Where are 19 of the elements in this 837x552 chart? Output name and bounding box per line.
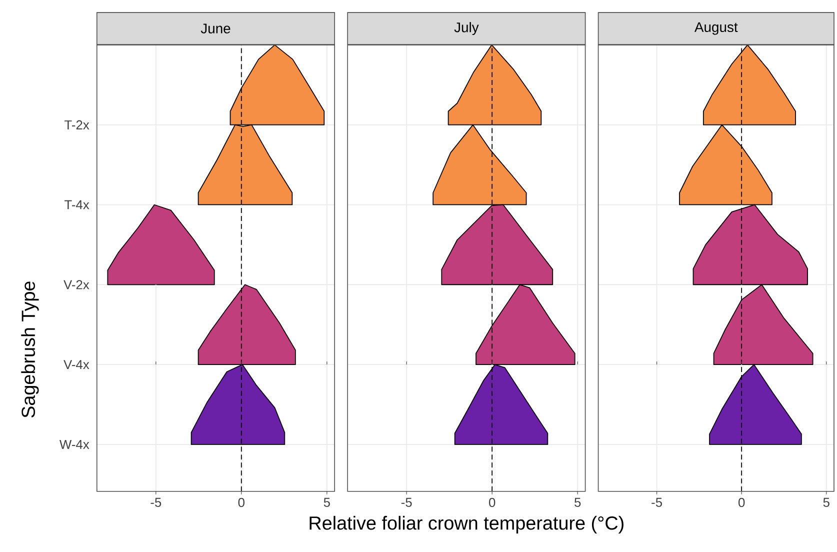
x-tick-label: -5 [150,498,162,507]
x-tick-label: 0 [738,498,745,507]
y-axis-title: T-4x [64,200,90,210]
y-axis-title: V-4x [64,360,90,369]
text: Sagebrush Type [21,281,39,418]
x-axis-title: Relative foliar crown temperature (°C) [310,516,624,534]
x-tick-label: 0 [238,498,244,507]
x-tick-label: 5 [324,498,330,507]
x-tick-label: -5 [401,498,412,507]
y-axis-title: V-2x [64,280,90,289]
y-axis-title: W-4x [59,440,90,449]
chart-title: June [200,24,230,34]
chart-title: August [694,22,738,35]
x-tick-label: 5 [823,498,830,507]
x-tick-label: -5 [652,498,662,507]
y-axis-title: T-2x [64,120,90,130]
x-tick-label: 0 [488,498,496,507]
x-tick-label: 5 [574,498,581,507]
chart-title: July [454,22,479,35]
